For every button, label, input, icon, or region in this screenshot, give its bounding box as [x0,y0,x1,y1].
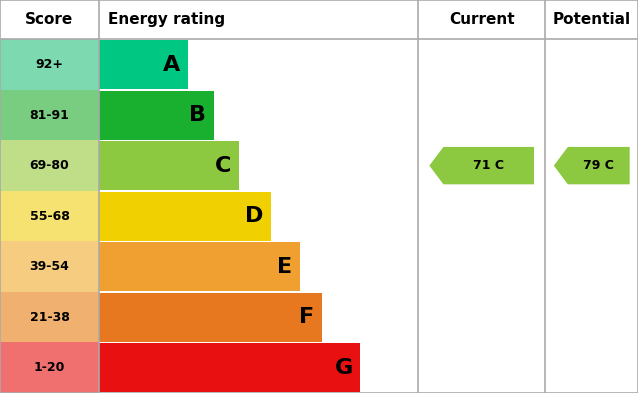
Bar [99,343,360,392]
Text: E: E [277,257,292,277]
Bar [0,39,99,90]
Text: 79 C: 79 C [583,159,614,172]
Text: 92+: 92+ [36,58,63,71]
Bar [99,293,322,342]
Text: 71 C: 71 C [473,159,504,172]
Text: C: C [215,156,232,176]
Bar [0,241,99,292]
Bar [99,141,239,190]
Polygon shape [429,147,534,184]
Bar [99,91,214,140]
Bar [0,140,99,191]
Text: B: B [189,105,206,125]
Text: 21-38: 21-38 [29,311,70,324]
Text: A: A [163,55,181,75]
Bar [0,292,99,342]
Text: 1-20: 1-20 [34,361,65,374]
Text: Energy rating: Energy rating [108,12,226,27]
Text: D: D [245,206,263,226]
Bar [99,242,300,291]
Text: F: F [299,307,315,327]
Polygon shape [554,147,630,184]
Text: G: G [334,358,353,378]
Text: Potential: Potential [553,12,631,27]
Bar [99,192,271,241]
Text: Current: Current [449,12,514,27]
Bar [0,90,99,140]
Bar [0,342,99,393]
Text: 55-68: 55-68 [29,209,70,223]
Bar [99,40,188,89]
Text: 81-91: 81-91 [29,108,70,121]
Text: Score: Score [26,12,73,27]
Text: 69-80: 69-80 [29,159,70,172]
Text: 39-54: 39-54 [29,260,70,273]
Bar [0,191,99,241]
